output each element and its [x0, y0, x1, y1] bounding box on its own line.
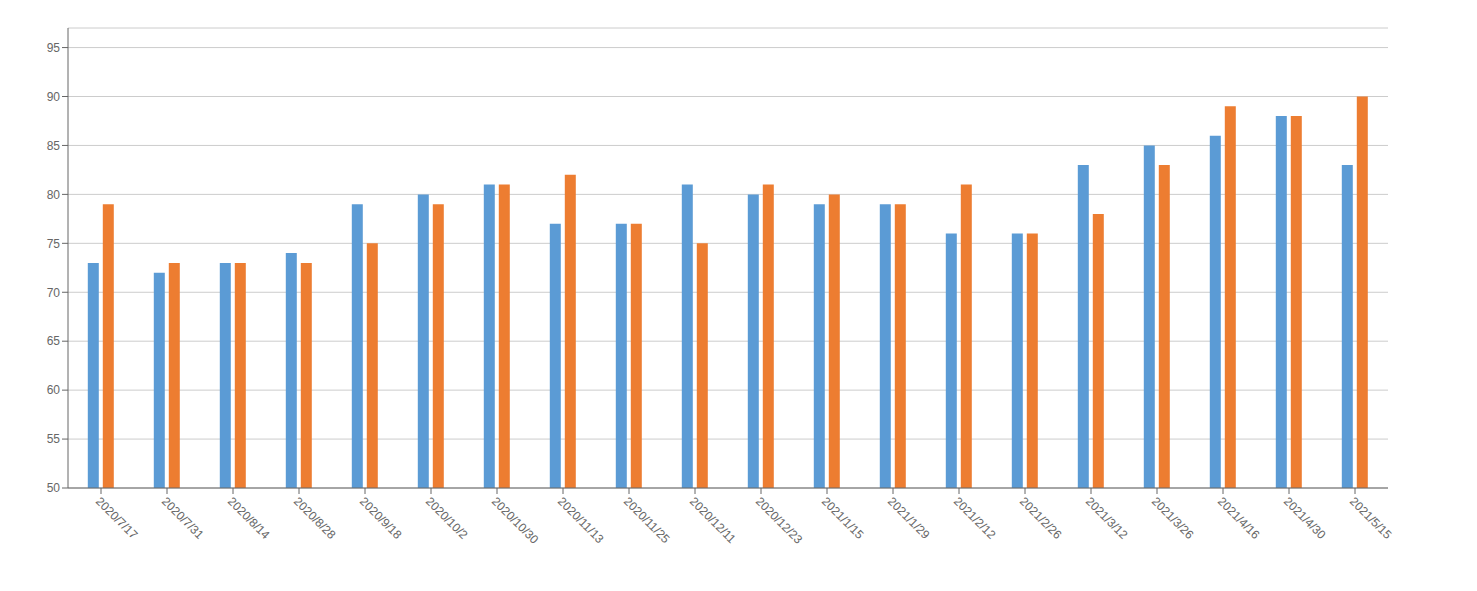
svg-text:2021/2/12: 2021/2/12 [951, 494, 999, 542]
svg-text:2020/7/31: 2020/7/31 [159, 494, 207, 542]
svg-text:75: 75 [47, 237, 61, 251]
svg-text:2020/11/13: 2020/11/13 [555, 494, 607, 546]
svg-text:85: 85 [47, 139, 61, 153]
svg-text:2020/9/18: 2020/9/18 [357, 494, 405, 542]
svg-text:2020/7/17: 2020/7/17 [93, 494, 141, 542]
svg-text:95: 95 [47, 41, 61, 55]
svg-text:55: 55 [47, 432, 61, 446]
svg-text:2021/2/26: 2021/2/26 [1017, 494, 1065, 542]
svg-text:2020/10/30: 2020/10/30 [489, 494, 542, 547]
svg-text:2020/12/23: 2020/12/23 [753, 494, 806, 547]
svg-text:90: 90 [47, 90, 61, 104]
svg-text:2020/11/25: 2020/11/25 [621, 494, 673, 546]
svg-text:80: 80 [47, 188, 61, 202]
svg-text:2021/3/12: 2021/3/12 [1083, 494, 1131, 542]
svg-text:2021/3/26: 2021/3/26 [1149, 494, 1197, 542]
svg-text:2021/4/30: 2021/4/30 [1281, 494, 1329, 542]
svg-text:2021/4/16: 2021/4/16 [1215, 494, 1263, 542]
svg-text:2020/10/2: 2020/10/2 [423, 494, 471, 542]
svg-text:50: 50 [47, 481, 61, 495]
svg-text:2020/12/11: 2020/12/11 [687, 494, 739, 546]
svg-text:65: 65 [47, 334, 61, 348]
svg-text:2021/1/15: 2021/1/15 [819, 494, 867, 542]
svg-text:2021/1/29: 2021/1/29 [885, 494, 933, 542]
svg-text:60: 60 [47, 383, 61, 397]
svg-text:2020/8/28: 2020/8/28 [291, 494, 339, 542]
svg-text:70: 70 [47, 286, 61, 300]
svg-text:2020/8/14: 2020/8/14 [225, 494, 273, 542]
svg-text:2021/5/15: 2021/5/15 [1347, 494, 1395, 542]
